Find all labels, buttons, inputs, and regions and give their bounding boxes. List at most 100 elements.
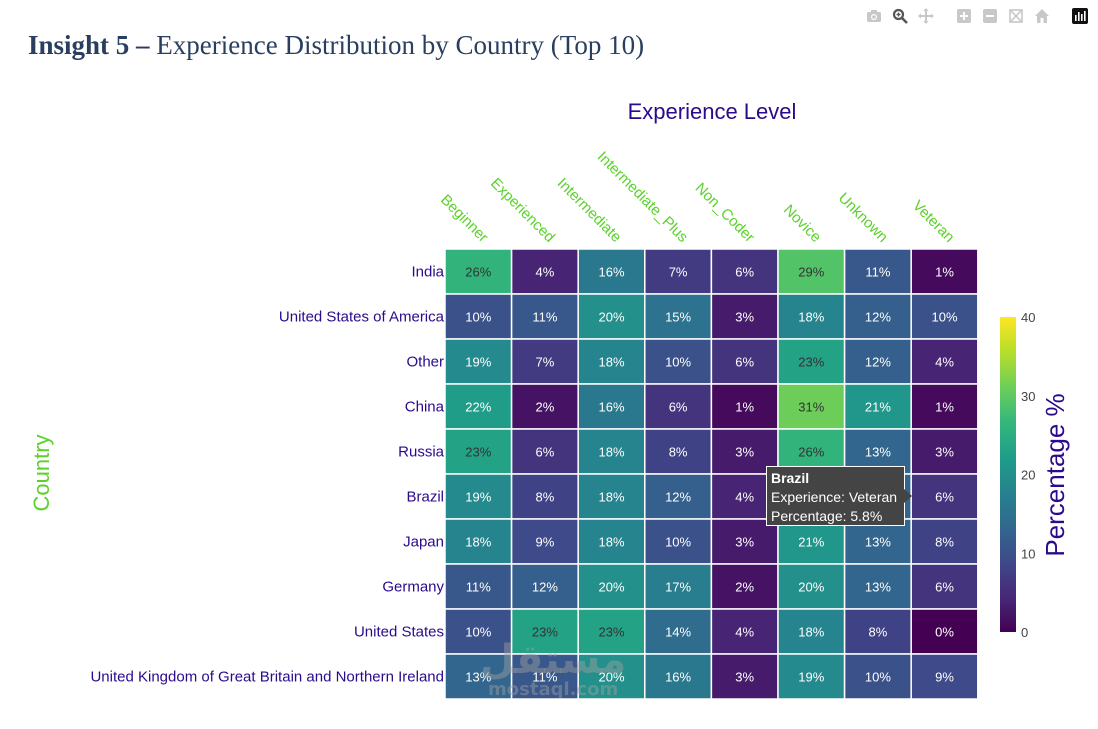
heatmap-cell[interactable]: [910, 338, 979, 385]
cell-value-label: 13%: [865, 535, 891, 550]
cell-value-label: 19%: [465, 355, 491, 370]
heatmap-cell[interactable]: [510, 293, 579, 340]
cell-value-label: 3%: [935, 445, 954, 460]
tooltip-experience: Experience: Veteran: [771, 489, 898, 505]
autoscale-icon[interactable]: [1006, 6, 1026, 26]
colorbar-tick-label: 10: [1021, 546, 1035, 561]
heatmap-cell[interactable]: [577, 338, 646, 385]
heatmap-cell[interactable]: [510, 428, 579, 475]
x-tick-label: Unknown: [835, 190, 891, 246]
heatmap-cell[interactable]: [644, 428, 713, 475]
cell-value-label: 29%: [798, 265, 824, 280]
heatmap-cell[interactable]: [910, 428, 979, 475]
plotly-logo-icon[interactable]: [1070, 6, 1090, 26]
cell-value-label: 10%: [465, 625, 491, 640]
heatmap-cell[interactable]: [710, 338, 779, 385]
heatmap-cell[interactable]: [710, 383, 779, 430]
cell-value-label: 20%: [598, 310, 624, 325]
colorbar-title: Percentage %: [1040, 393, 1070, 556]
cell-value-label: 12%: [665, 490, 691, 505]
heatmap-cell[interactable]: [910, 293, 979, 340]
heatmap-cell[interactable]: [577, 563, 646, 610]
zoom-icon[interactable]: [890, 6, 910, 26]
cell-value-label: 8%: [536, 490, 555, 505]
heatmap-cell[interactable]: [577, 518, 646, 565]
heatmap-cell[interactable]: [910, 518, 979, 565]
cell-value-label: 23%: [532, 625, 558, 640]
heatmap-cell[interactable]: [710, 563, 779, 610]
colorbar-tick-label: 0: [1021, 625, 1028, 640]
heatmap-cell[interactable]: [910, 473, 979, 520]
zoom-in-icon[interactable]: [954, 6, 974, 26]
pan-icon[interactable]: [916, 6, 936, 26]
heatmap-cell[interactable]: [710, 608, 779, 655]
heatmap-cell[interactable]: [777, 383, 846, 430]
heatmap-cell[interactable]: [444, 383, 513, 430]
x-tick-label: Intermediate: [554, 175, 625, 246]
heatmap-cell[interactable]: [444, 248, 513, 295]
heatmap-cell[interactable]: [444, 653, 513, 700]
heatmap-cell[interactable]: [444, 428, 513, 475]
cell-value-label: 6%: [935, 490, 954, 505]
heatmap-cell[interactable]: [843, 248, 912, 295]
cell-value-label: 3%: [735, 670, 754, 685]
heatmap-cell[interactable]: [577, 653, 646, 700]
tooltip-country: Brazil: [771, 470, 810, 486]
cell-value-label: 11%: [532, 670, 557, 685]
heatmap-cell[interactable]: [444, 608, 513, 655]
y-tick-label: Brazil: [406, 489, 444, 506]
cell-value-label: 21%: [798, 535, 824, 550]
heatmap-cell[interactable]: [577, 428, 646, 475]
cell-value-label: 8%: [869, 625, 888, 640]
cell-value-label: 10%: [665, 535, 691, 550]
cell-value-label: 12%: [532, 580, 558, 595]
heatmap-cell[interactable]: [910, 608, 979, 655]
heatmap-cell[interactable]: [910, 248, 979, 295]
y-tick-label: India: [411, 264, 444, 281]
y-tick-label: United States: [354, 624, 444, 641]
heatmap-cell[interactable]: [710, 248, 779, 295]
heatmap-cell[interactable]: [510, 383, 579, 430]
heatmap-cell[interactable]: [910, 653, 979, 700]
title-rest: Experience Distribution by Country (Top …: [156, 30, 645, 60]
heatmap-cell[interactable]: [644, 338, 713, 385]
cell-value-label: 0%: [935, 625, 954, 640]
cell-value-label: 18%: [798, 625, 824, 640]
camera-icon[interactable]: [864, 6, 884, 26]
heatmap-cell[interactable]: [577, 293, 646, 340]
heatmap-cell[interactable]: [910, 563, 979, 610]
home-icon[interactable]: [1032, 6, 1052, 26]
x-tick-label: Beginner: [437, 191, 491, 245]
cell-value-label: 3%: [735, 445, 754, 460]
cell-value-label: 20%: [798, 580, 824, 595]
heatmap-cell[interactable]: [910, 383, 979, 430]
heatmap-cell[interactable]: [710, 653, 779, 700]
cell-value-label: 7%: [669, 265, 688, 280]
cell-value-label: 4%: [735, 490, 754, 505]
cell-value-label: 12%: [865, 355, 891, 370]
cell-value-label: 1%: [935, 400, 954, 415]
x-axis-ticks: BeginnerExperiencedIntermediateIntermedi…: [437, 148, 958, 246]
heatmap-cell[interactable]: [577, 608, 646, 655]
heatmap-cell[interactable]: [444, 338, 513, 385]
heatmap-cell[interactable]: [843, 518, 912, 565]
cell-value-label: 3%: [735, 535, 754, 550]
cell-value-label: 15%: [665, 310, 691, 325]
cell-value-label: 12%: [865, 310, 891, 325]
cell-value-label: 9%: [536, 535, 555, 550]
cell-value-label: 22%: [465, 400, 491, 415]
heatmap-cell[interactable]: [843, 383, 912, 430]
heatmap-cell[interactable]: [777, 248, 846, 295]
cell-value-label: 11%: [532, 310, 557, 325]
cell-value-label: 16%: [665, 670, 691, 685]
zoom-out-icon[interactable]: [980, 6, 1000, 26]
heatmap-cell[interactable]: [577, 248, 646, 295]
heatmap-cell[interactable]: [644, 653, 713, 700]
cell-value-label: 16%: [598, 265, 624, 280]
cell-value-label: 20%: [598, 670, 624, 685]
heatmap-cell[interactable]: [843, 338, 912, 385]
heatmap-cell[interactable]: [577, 473, 646, 520]
y-tick-label: Russia: [398, 444, 445, 461]
y-tick-label: Japan: [403, 534, 444, 551]
heatmap-cell[interactable]: [510, 473, 579, 520]
